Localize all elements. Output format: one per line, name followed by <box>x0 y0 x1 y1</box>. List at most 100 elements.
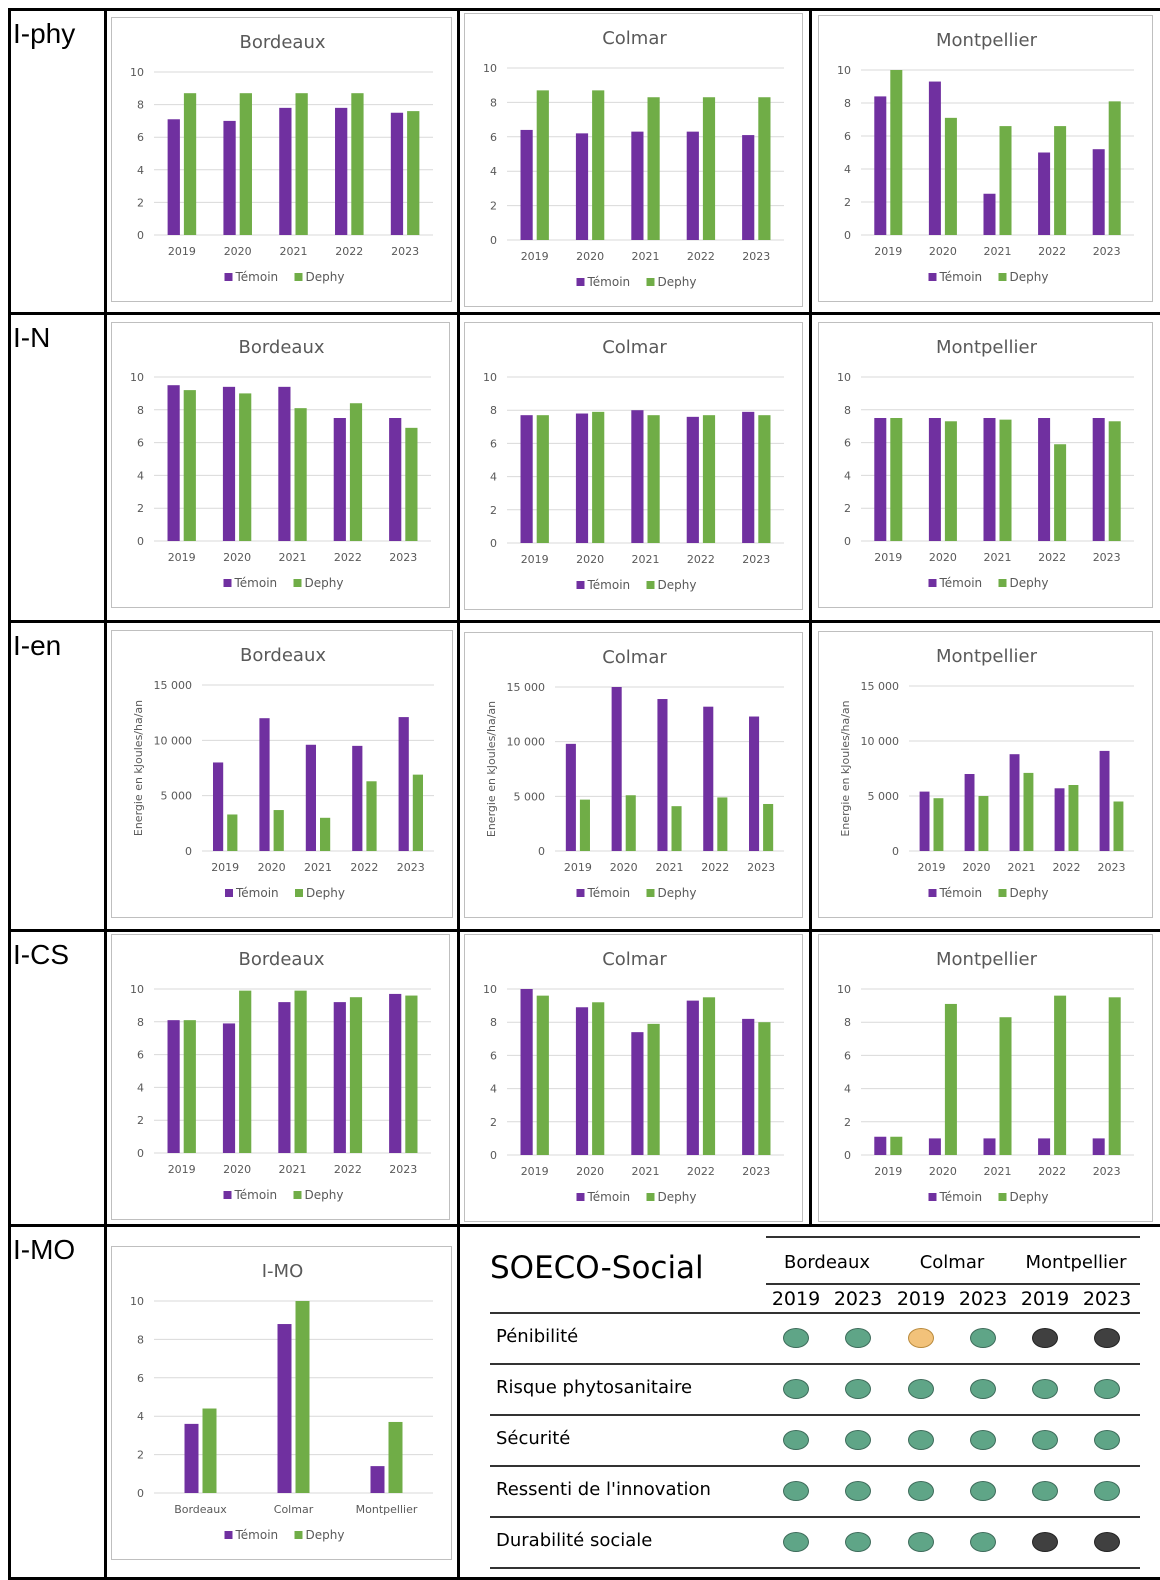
status-dot-green <box>908 1430 934 1450</box>
x-tick-label: 2023 <box>747 861 775 874</box>
status-dot-green <box>908 1379 934 1399</box>
y-tick-label: 0 <box>844 229 851 242</box>
y-tick-label: 6 <box>844 130 851 143</box>
status-dot-green <box>783 1532 809 1552</box>
bar-temoin <box>167 385 180 541</box>
bar-dephy <box>388 1421 403 1493</box>
y-tick-label: 10 000 <box>507 736 546 749</box>
status-dot-dark <box>1032 1532 1058 1552</box>
y-tick-label: 8 <box>844 97 851 110</box>
x-tick-label: 2021 <box>984 551 1012 564</box>
chart-title: Montpellier <box>936 646 1038 667</box>
legend-swatch <box>646 889 655 897</box>
y-tick-label: 10 <box>483 983 497 996</box>
chart-svg: Bordeaux 0 5 000 10 000 15 000 Energie en kJo… <box>132 645 434 900</box>
status-dot-green <box>970 1430 996 1450</box>
bar-dephy <box>890 70 903 235</box>
x-tick-label: 2023 <box>389 551 417 564</box>
x-tick-label: 2020 <box>576 1165 604 1178</box>
row-separator <box>490 1312 1140 1314</box>
legend-swatch <box>998 889 1007 897</box>
y-tick-label: 0 <box>137 535 144 548</box>
status-dot-dark <box>1094 1532 1120 1552</box>
bar-temoin <box>1009 754 1020 851</box>
x-tick-label: 2023 <box>1093 245 1121 258</box>
bar-dephy <box>273 810 284 851</box>
legend-label: Témoin <box>587 275 631 289</box>
bar-dephy <box>536 90 549 240</box>
bar-dephy <box>702 97 716 241</box>
status-dot-yellow <box>908 1328 934 1348</box>
x-tick-label: 2022 <box>334 1163 362 1176</box>
x-tick-label: 2019 <box>918 861 946 874</box>
bar-temoin <box>631 1032 644 1155</box>
x-tick-label: 2023 <box>389 1163 417 1176</box>
x-tick-label: 2022 <box>335 245 363 258</box>
y-tick-label: 8 <box>490 404 497 417</box>
status-dot-green <box>970 1328 996 1348</box>
y-tick-label: 8 <box>137 99 144 112</box>
bar-temoin <box>928 1138 941 1155</box>
y-tick-label: 2 <box>137 502 144 515</box>
y-tick-label: 2 <box>137 196 144 209</box>
bar-dephy <box>349 403 363 541</box>
x-tick-label: Bordeaux <box>174 1503 227 1516</box>
bar-temoin <box>278 386 291 541</box>
chart-title: Bordeaux <box>238 949 324 970</box>
y-tick-label: 6 <box>137 1049 144 1062</box>
y-tick-label: 0 <box>185 845 192 858</box>
bar-dephy <box>1054 444 1067 541</box>
status-dot-green <box>908 1481 934 1501</box>
legend-label: Témoin <box>939 576 983 590</box>
bar-dephy <box>405 427 418 541</box>
bar-dephy <box>294 990 307 1153</box>
bar-temoin <box>964 774 975 851</box>
y-tick-label: 4 <box>137 1081 144 1094</box>
bar-dephy <box>758 1022 771 1155</box>
y-tick-label: 2 <box>490 504 497 517</box>
chart-svg: Montpellier 0 2 4 6 8 10 2019 2020 2021 2022 2023 Té… <box>837 949 1134 1204</box>
bar-temoin <box>389 993 402 1153</box>
bar-temoin <box>874 418 887 541</box>
legend-swatch <box>928 1193 937 1201</box>
x-tick-label: 2021 <box>279 1163 307 1176</box>
y-tick-label: 6 <box>490 437 497 450</box>
chart-title: Montpellier <box>936 949 1038 970</box>
chart-panel-ics-colmar: Colmar 0 2 4 6 8 10 2019 2020 2021 2022 2023 Témoin D… <box>464 934 803 1222</box>
y-tick-label: 2 <box>844 196 851 209</box>
legend-label: Dephy <box>658 578 697 592</box>
bar-temoin <box>390 112 404 235</box>
status-dot-dark <box>1094 1328 1120 1348</box>
bar-temoin <box>874 1136 887 1155</box>
row-separator <box>490 1414 1140 1416</box>
bar-dephy <box>202 1408 217 1493</box>
bar-temoin <box>398 717 409 851</box>
y-tick-label: 10 <box>837 64 851 77</box>
bar-temoin <box>928 418 941 541</box>
y-tick-label: 10 <box>130 1295 144 1308</box>
bar-dephy <box>999 126 1012 235</box>
bar-temoin <box>167 1020 180 1153</box>
x-tick-label: 2021 <box>632 250 660 263</box>
bar-dephy <box>978 796 989 851</box>
y-axis-label: Energie en kJoules/ha/an <box>485 701 498 837</box>
x-tick-label: 2019 <box>874 245 902 258</box>
x-tick-label: 2023 <box>391 245 419 258</box>
row-label: I-MO <box>13 1234 76 1265</box>
chart-title: Colmar <box>602 949 667 970</box>
legend-label: Dephy <box>658 886 697 900</box>
bar-dephy <box>999 419 1012 541</box>
bar-dephy <box>1108 101 1121 235</box>
bar-dephy <box>647 1023 660 1155</box>
legend-swatch <box>998 273 1007 281</box>
bar-dephy <box>933 798 944 851</box>
bar-dephy <box>592 1002 605 1155</box>
x-tick-label: 2019 <box>874 551 902 564</box>
y-tick-label: 2 <box>137 1449 144 1462</box>
x-tick-label: 2023 <box>742 250 770 263</box>
y-axis-label: Energie en kJoules/ha/an <box>132 700 145 836</box>
legend-label: Dephy <box>305 1188 344 1202</box>
bar-dephy <box>592 411 605 543</box>
y-tick-label: 4 <box>490 165 497 178</box>
